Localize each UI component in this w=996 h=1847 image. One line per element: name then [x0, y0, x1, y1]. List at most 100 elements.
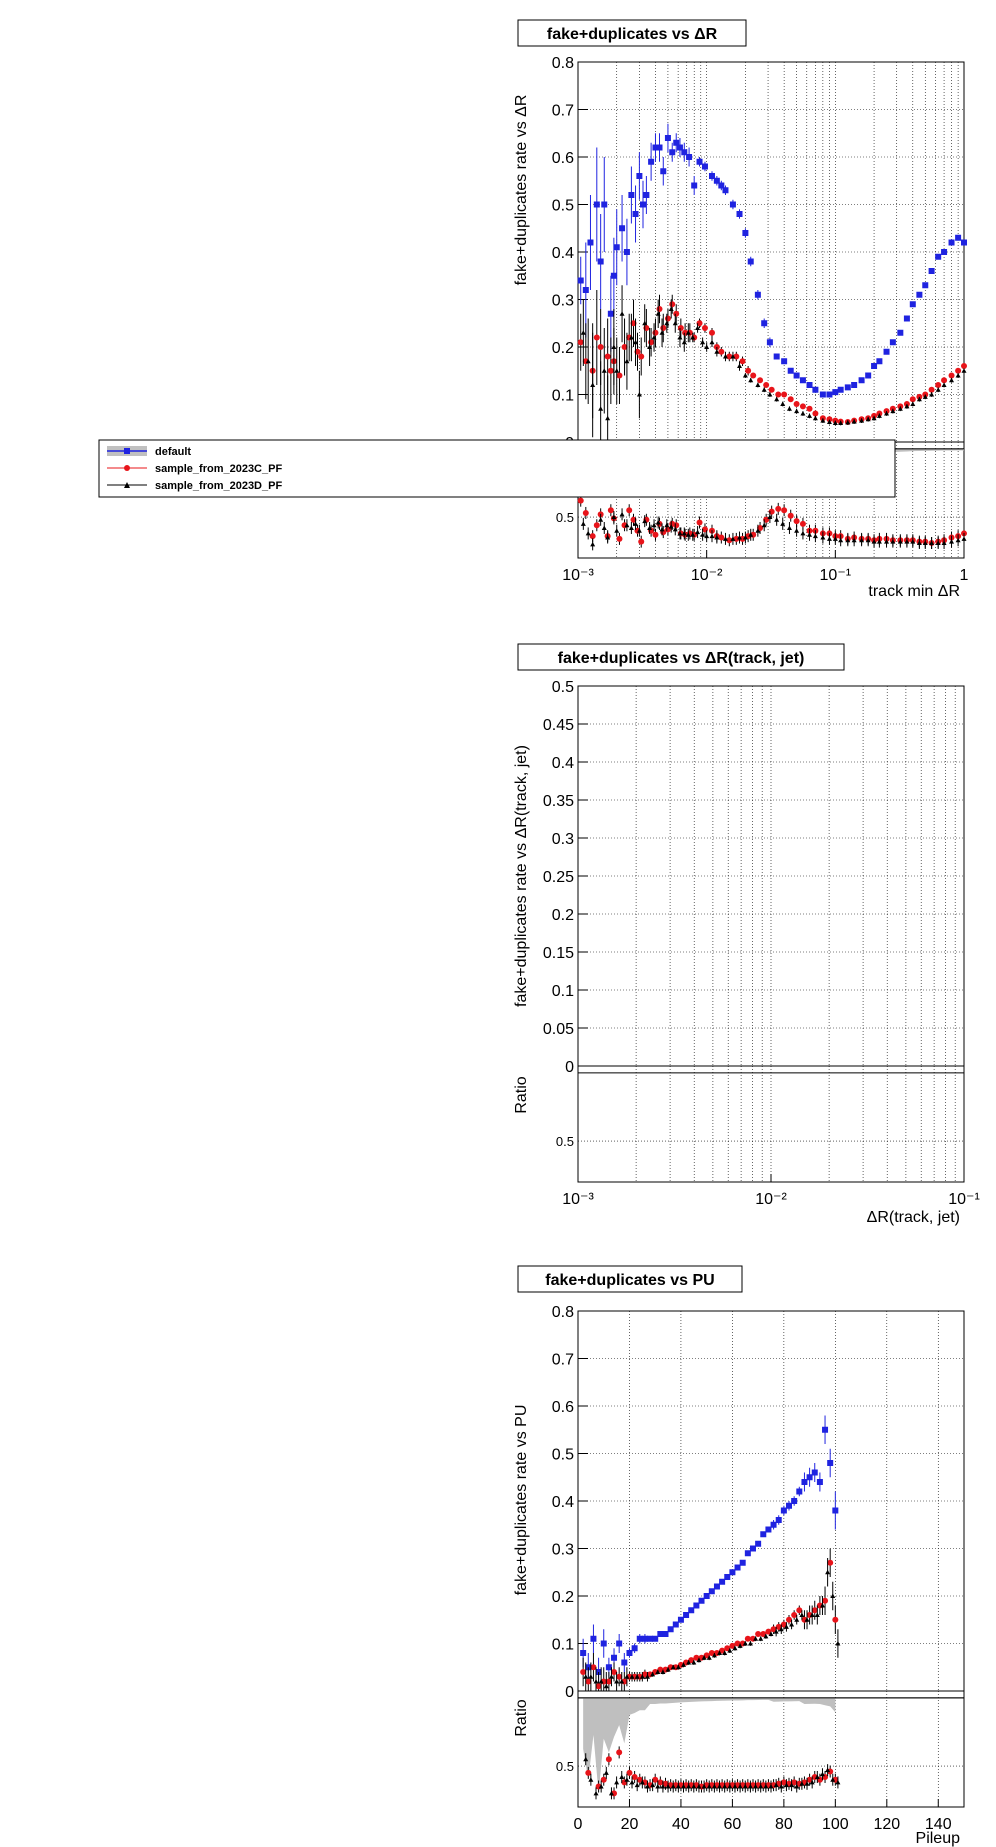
data-point [804, 1617, 810, 1622]
data-point [742, 1641, 748, 1646]
data-point [851, 382, 858, 388]
y-tick-label: 0 [565, 1684, 574, 1701]
data-point [624, 358, 630, 364]
data-point [605, 1664, 612, 1671]
data-point [607, 507, 614, 514]
data-point [696, 158, 703, 165]
data-point [775, 1517, 782, 1523]
data-point [698, 1597, 705, 1604]
data-point [691, 1784, 697, 1789]
data-point [648, 158, 655, 165]
data-point [761, 320, 768, 327]
data-point [948, 239, 955, 246]
data-point [799, 377, 806, 384]
data-point [722, 1650, 728, 1655]
data-point [718, 534, 725, 541]
data-point [619, 1774, 625, 1779]
data-point [590, 541, 596, 547]
data-point [781, 391, 788, 398]
data-point [629, 1674, 635, 1679]
data-point [643, 192, 650, 198]
data-point [755, 382, 761, 387]
data-point [619, 511, 625, 517]
data-point [871, 539, 877, 544]
data-point [634, 1782, 640, 1788]
series-0 [580, 1415, 839, 1687]
data-point [770, 1521, 777, 1528]
data-point [726, 353, 733, 360]
data-point [588, 1674, 594, 1679]
data-point [865, 537, 871, 543]
y-tick-label: 0.6 [552, 1399, 574, 1416]
data-point [677, 335, 683, 340]
data-point [690, 335, 696, 340]
data-point [755, 528, 761, 533]
data-point [603, 1683, 609, 1689]
data-point [749, 1545, 756, 1552]
data-point [673, 522, 680, 529]
data-point [655, 1669, 661, 1674]
data-point [809, 1612, 815, 1617]
data-point [800, 411, 806, 416]
legend-entry-default: default [107, 446, 191, 458]
data-point [639, 1674, 645, 1679]
data-point [681, 339, 687, 345]
data-point [814, 1774, 820, 1779]
data-point [865, 372, 872, 379]
data-point [758, 1636, 764, 1641]
data-point [681, 530, 687, 536]
x-tick-label: 60 [724, 1816, 742, 1833]
data-point [793, 518, 800, 525]
data-point [706, 1784, 712, 1789]
data-point [630, 516, 637, 523]
y-tick-label: 0.3 [552, 831, 574, 848]
data-point [611, 1669, 618, 1675]
data-point [706, 1655, 712, 1660]
data-point [897, 329, 904, 336]
x-tick-label: 10⁻¹ [820, 567, 852, 584]
data-point [603, 1770, 609, 1775]
data-point [621, 1659, 628, 1666]
data-point [778, 1784, 784, 1789]
ratio-tick-label: 0.5 [556, 1759, 574, 1774]
data-point [859, 537, 865, 543]
data-point [598, 1784, 604, 1789]
data-point [636, 173, 643, 179]
data-point [619, 1679, 625, 1684]
data-point [851, 537, 857, 543]
y-tick-label: 0.8 [552, 1304, 574, 1321]
data-point [681, 149, 688, 156]
data-point [763, 382, 770, 388]
data-point [593, 334, 600, 341]
data-point [614, 368, 620, 373]
data-point [747, 1784, 753, 1789]
data-point [664, 522, 670, 528]
data-point [616, 1673, 623, 1680]
data-point [747, 258, 754, 265]
x-tick-label: 0 [574, 1816, 583, 1833]
data-point [717, 1650, 723, 1655]
data-point [595, 1683, 602, 1690]
data-point [610, 272, 617, 279]
data-point [709, 339, 715, 345]
data-point [819, 391, 826, 398]
data-point [631, 1773, 638, 1780]
data-point [577, 277, 584, 284]
data-point [748, 532, 754, 537]
data-point [876, 358, 883, 365]
data-point [580, 521, 586, 526]
data-point [647, 344, 653, 349]
data-point [657, 1779, 664, 1786]
data-point [708, 1588, 715, 1595]
data-point [587, 239, 594, 246]
data-point [744, 1550, 751, 1557]
data-point [626, 1769, 633, 1776]
data-point [628, 335, 634, 340]
y-tick-label: 0.1 [552, 1637, 574, 1654]
data-point [614, 1679, 620, 1684]
data-point [729, 1569, 736, 1576]
y-tick-label: 0.8 [552, 55, 574, 72]
data-point [681, 1784, 687, 1789]
legend-box [98, 439, 896, 498]
data-point [844, 384, 851, 391]
